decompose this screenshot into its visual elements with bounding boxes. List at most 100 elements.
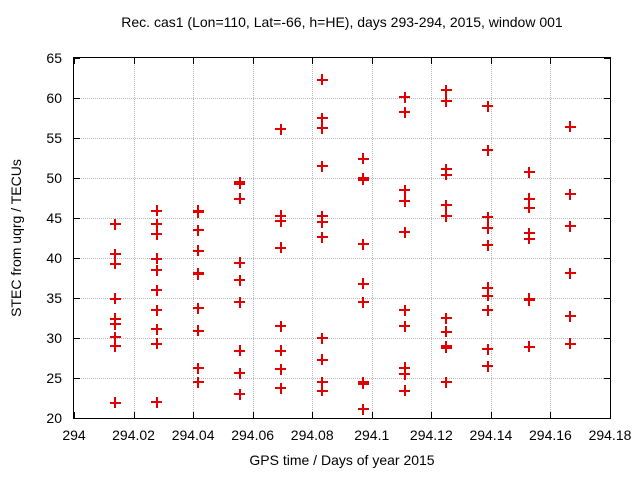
- data-point-marker: [399, 320, 411, 332]
- y-tick-right: [604, 138, 610, 139]
- x-tick-top: [133, 58, 135, 64]
- y-tick-right: [604, 218, 610, 219]
- data-point-marker: [564, 121, 576, 133]
- data-point-marker: [357, 153, 369, 165]
- data-point-marker: [151, 304, 163, 316]
- data-point-marker: [482, 360, 494, 372]
- data-point-marker: [523, 341, 535, 353]
- data-point-marker: [440, 210, 452, 222]
- data-point-marker: [275, 320, 287, 332]
- y-tick-label: 40: [46, 250, 62, 266]
- y-tick-left: [74, 178, 80, 179]
- y-tick-right: [604, 258, 610, 259]
- y-gridline: [74, 178, 610, 179]
- x-tick-label: 294.16: [529, 427, 572, 443]
- data-point-marker: [151, 228, 163, 240]
- x-gridline: [193, 58, 195, 418]
- x-tick-bottom: [312, 412, 314, 418]
- data-point-marker: [440, 169, 452, 181]
- y-gridline: [74, 338, 610, 339]
- y-tick-label: 60: [46, 90, 62, 106]
- data-point-marker: [564, 188, 576, 200]
- data-point-marker: [234, 178, 246, 190]
- x-tick-top: [490, 58, 492, 64]
- data-point-marker: [151, 218, 163, 230]
- x-tick-label: 294.08: [290, 427, 334, 443]
- y-tick-left: [74, 298, 80, 299]
- x-tick-top: [431, 58, 433, 64]
- data-point-marker: [109, 340, 121, 352]
- data-point-marker: [192, 325, 204, 337]
- y-tick-label: 20: [46, 410, 62, 426]
- x-tick-bottom: [371, 412, 373, 418]
- data-point-marker: [440, 84, 452, 96]
- data-point-marker: [482, 211, 494, 223]
- data-point-marker: [399, 106, 411, 118]
- data-point-marker: [564, 220, 576, 232]
- data-point-marker: [109, 318, 121, 330]
- data-point-marker: [275, 242, 287, 254]
- data-point-marker: [234, 367, 246, 379]
- data-point-marker: [399, 368, 411, 380]
- y-tick-label: 35: [46, 290, 62, 306]
- data-point-marker: [109, 331, 121, 343]
- data-point-marker: [399, 385, 411, 397]
- data-point-marker: [482, 304, 494, 316]
- data-point-marker: [482, 222, 494, 234]
- data-point-marker: [316, 332, 328, 344]
- data-point-marker: [399, 91, 411, 103]
- x-tick-bottom: [252, 412, 254, 418]
- data-point-marker: [192, 302, 204, 314]
- data-point-marker: [234, 257, 246, 269]
- x-tick-top: [550, 58, 552, 64]
- x-tick-label: 294.12: [409, 427, 453, 443]
- data-point-marker: [192, 224, 204, 236]
- data-point-marker: [316, 210, 328, 222]
- y-tick-right: [604, 338, 610, 339]
- data-point-marker: [523, 166, 535, 178]
- x-tick-label: 294: [62, 427, 86, 443]
- data-point-marker: [192, 206, 204, 218]
- x-gridline: [371, 58, 373, 418]
- data-point-marker: [234, 193, 246, 205]
- y-tick-label: 50: [46, 170, 62, 186]
- y-tick-label: 30: [46, 330, 62, 346]
- data-point-marker: [482, 282, 494, 294]
- data-point-marker: [440, 95, 452, 107]
- data-point-marker: [482, 100, 494, 112]
- data-point-marker: [523, 294, 535, 306]
- data-point-marker: [482, 343, 494, 355]
- x-axis-title: GPS time / Days of year 2015: [249, 452, 435, 468]
- data-point-marker: [440, 376, 452, 388]
- data-point-marker: [357, 296, 369, 308]
- data-point-marker: [109, 397, 121, 409]
- y-gridline: [74, 298, 610, 299]
- data-point-marker: [234, 388, 246, 400]
- x-tick-bottom: [490, 412, 492, 418]
- data-point-marker: [440, 326, 452, 338]
- data-point-marker: [399, 184, 411, 196]
- y-tick-right: [604, 58, 610, 59]
- x-tick-top: [252, 58, 254, 64]
- data-point-marker: [399, 304, 411, 316]
- y-tick-left: [74, 378, 80, 379]
- y-tick-left: [74, 138, 80, 139]
- x-tick-bottom: [133, 412, 135, 418]
- data-point-marker: [316, 216, 328, 228]
- data-point-marker: [316, 354, 328, 366]
- y-tick-right: [604, 178, 610, 179]
- y-tick-label: 45: [46, 210, 62, 226]
- data-point-marker: [192, 268, 204, 280]
- data-point-marker: [316, 376, 328, 388]
- x-tick-bottom: [610, 412, 611, 418]
- data-point-marker: [564, 310, 576, 322]
- data-point-marker: [192, 376, 204, 388]
- data-point-marker: [399, 226, 411, 238]
- data-point-marker: [316, 112, 328, 124]
- x-tick-label: 294.04: [171, 427, 215, 443]
- data-point-marker: [275, 363, 287, 375]
- y-tick-left: [74, 418, 80, 419]
- data-point-marker: [399, 195, 411, 207]
- data-point-marker: [440, 342, 452, 354]
